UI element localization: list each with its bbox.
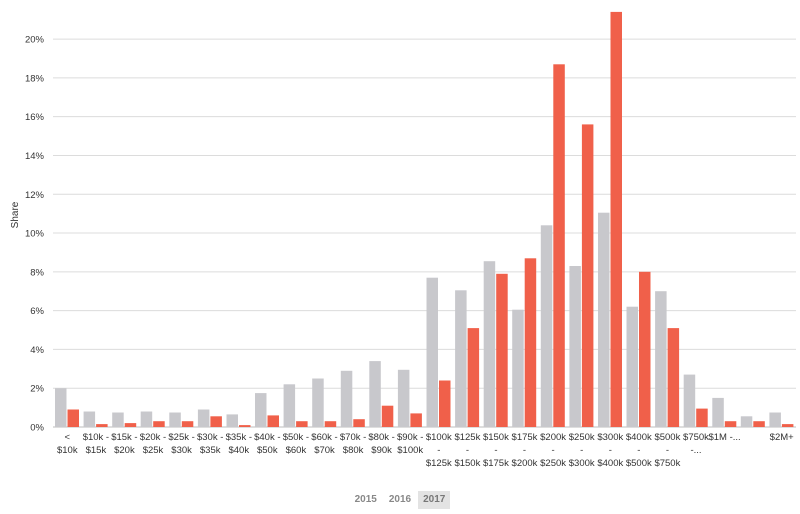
x-tick-label: $60k -$70k	[311, 432, 337, 456]
y-tick-label: 6%	[30, 306, 44, 317]
bar-2017[interactable]	[639, 271, 651, 427]
bar-2016[interactable]	[683, 374, 696, 427]
bar-2017[interactable]	[210, 416, 222, 427]
bar-2016[interactable]	[598, 212, 610, 427]
bar-2017[interactable]	[667, 328, 680, 427]
bar-2016[interactable]	[312, 378, 324, 428]
x-tick-label: $100k -$125k	[426, 432, 452, 469]
bar-2016[interactable]	[512, 309, 524, 427]
bar-2016[interactable]	[426, 277, 439, 427]
bar-2017[interactable]	[696, 408, 708, 427]
bar-2016[interactable]	[340, 370, 353, 427]
bar-2017[interactable]	[496, 273, 508, 427]
bar-2017[interactable]	[67, 409, 80, 428]
bar-2016[interactable]	[169, 412, 181, 428]
y-tick-label: 12%	[25, 190, 45, 201]
y-axis-label: Share	[10, 201, 21, 228]
y-tick-label: 10%	[25, 229, 45, 240]
x-tick-label: $300k -$400k	[597, 432, 623, 469]
bar-2016[interactable]	[397, 369, 410, 427]
bar-2017[interactable]	[324, 421, 337, 427]
bar-2016[interactable]	[540, 225, 553, 427]
y-tick-label: 2%	[30, 384, 44, 395]
bar-2016[interactable]	[112, 412, 124, 428]
bars	[55, 11, 794, 428]
bar-2016[interactable]	[55, 388, 67, 427]
x-tick-label: $175k -$200k	[512, 432, 538, 469]
x-tick-label: $750k -...	[683, 432, 709, 456]
bar-2017[interactable]	[753, 421, 765, 427]
x-tick-label: $200k -$250k	[540, 432, 566, 469]
bar-2017[interactable]	[267, 415, 280, 427]
bar-2016[interactable]	[569, 266, 581, 427]
legend-item-2015[interactable]: 2015	[354, 494, 377, 505]
y-tick-label: 4%	[30, 345, 44, 356]
y-tick-label: 0%	[30, 423, 44, 434]
y-axis-ticks: 0% 2% 4% 6% 8% 10% 12% 14% 16% 18% 20%	[25, 35, 45, 434]
bar-2017[interactable]	[439, 380, 451, 428]
y-tick-label: 18%	[25, 73, 45, 84]
bar-2017[interactable]	[781, 424, 794, 427]
bar-2016[interactable]	[655, 291, 667, 427]
x-axis-ticks: < $10k$10k -$15k$15k -$20k$20k -$25k$25k …	[57, 432, 794, 469]
legend-item-2017[interactable]: 2017	[418, 491, 451, 509]
bar-2016[interactable]	[140, 411, 153, 428]
bar-2016[interactable]	[483, 261, 496, 427]
bar-2017[interactable]	[610, 11, 623, 428]
x-tick-label: $30k -$35k	[197, 432, 223, 456]
y-tick-label: 14%	[25, 151, 45, 162]
bar-2017[interactable]	[181, 421, 194, 427]
bar-2017[interactable]	[581, 124, 594, 428]
x-tick-label: $80k -$90k	[368, 432, 394, 456]
bar-2016[interactable]	[197, 409, 210, 428]
x-tick-label: $125k -$150k	[454, 432, 480, 469]
bar-2017[interactable]	[524, 258, 537, 427]
bar-2017[interactable]	[124, 423, 137, 427]
x-tick-label: $250k -$300k	[569, 432, 595, 469]
x-tick-label: $40k -$50k	[254, 432, 280, 456]
x-tick-label: $500k -$750k	[654, 432, 680, 469]
bar-2016[interactable]	[369, 361, 381, 427]
x-tick-label: $20k -$25k	[140, 432, 166, 456]
bar-2016[interactable]	[712, 397, 724, 427]
x-tick-label: $400k -$500k	[626, 432, 652, 469]
bar-2017[interactable]	[553, 64, 565, 428]
bar-2017[interactable]	[153, 421, 165, 427]
x-tick-label: $15k -$20k	[111, 432, 137, 456]
bar-2016[interactable]	[455, 290, 467, 427]
bar-2016[interactable]	[740, 416, 753, 427]
bar-2016[interactable]	[769, 412, 781, 428]
x-tick-label: $2M+	[770, 432, 794, 443]
bar-2017[interactable]	[96, 424, 108, 427]
bar-2017[interactable]	[410, 413, 422, 427]
x-tick-label: $150k -$175k	[483, 432, 509, 469]
bar-2016[interactable]	[255, 393, 267, 427]
y-tick-label: 20%	[25, 35, 45, 46]
x-tick-label: $25k -$30k	[168, 432, 194, 456]
bar-chart: 0% 2% 4% 6% 8% 10% 12% 14% 16% 18% 20% < $10k$10k -…	[10, 11, 796, 469]
y-tick-label: 16%	[25, 112, 45, 123]
bar-2017[interactable]	[296, 421, 308, 427]
legend-item-2016[interactable]: 2016	[388, 494, 412, 505]
x-tick-label: $90k -$100k	[397, 432, 423, 456]
legend: 2015 2016 2017	[0, 491, 800, 509]
x-tick-label: $35k -$40k	[226, 432, 252, 456]
x-tick-label: $10k -$15k	[83, 432, 109, 456]
y-tick-label: 8%	[30, 267, 44, 278]
bar-2017[interactable]	[381, 405, 394, 427]
x-tick-label: $1M -...	[708, 432, 740, 443]
bar-2017[interactable]	[239, 425, 251, 427]
gridlines	[53, 38, 796, 428]
bar-2017[interactable]	[353, 419, 365, 427]
bar-2016[interactable]	[226, 414, 239, 427]
x-tick-label: $50k -$60k	[283, 432, 309, 456]
x-tick-label: < $10k	[57, 432, 78, 456]
bar-2016[interactable]	[626, 306, 639, 427]
bar-2017[interactable]	[724, 421, 737, 427]
bar-2016[interactable]	[283, 384, 296, 427]
bar-2017[interactable]	[467, 328, 480, 427]
x-tick-label: $70k -$80k	[340, 432, 366, 456]
bar-2016[interactable]	[83, 411, 96, 428]
